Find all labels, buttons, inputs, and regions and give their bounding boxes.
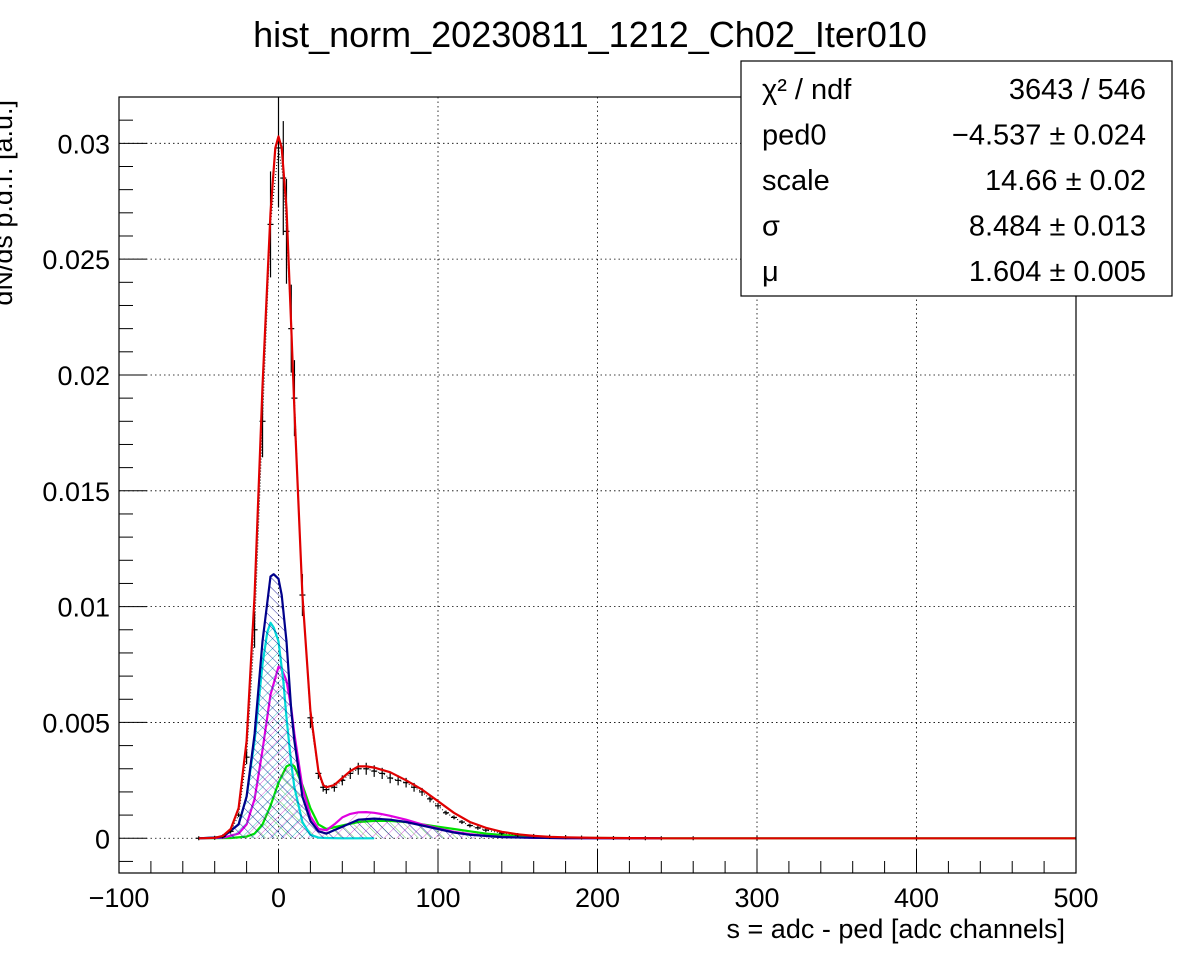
stats-value: −4.537 ± 0.024 [952,120,1146,152]
x-axis-label: s = adc - ped [adc channels] [727,914,1065,944]
stats-value: 8.484 ± 0.013 [969,211,1146,243]
series-line [198,135,1076,840]
series-2 [198,573,662,840]
x-tick-label: 500 [1053,883,1098,913]
stats-value: 14.66 ± 0.02 [985,165,1146,197]
x-tick-label: 200 [575,883,620,913]
stats-box-frame [740,60,1173,297]
component-fill [198,574,662,839]
stats-value: 3643 / 546 [1009,74,1146,106]
y-axis-label: dN/ds p.d.f. [a.u.] [0,100,18,306]
x-tick-label: 100 [415,883,460,913]
y-tick-label: 0 [95,824,110,854]
x-tick-label: 300 [734,883,779,913]
stats-label: χ² / ndf [762,74,852,106]
stats-label: ped0 [762,120,827,152]
stats-box: χ² / ndf 3643 / 546 ped0 −4.537 ± 0.024 scal… [740,60,1173,297]
axes: −100 0 100 200 300 400 500 0 0.005 0.01 0.015 0.02 0… [42,96,1099,913]
x-tick-label: −100 [89,883,150,913]
x-tick-label: 0 [271,883,286,913]
stats-label: μ [762,256,779,288]
series-line [198,573,662,840]
stats-label: scale [762,165,830,197]
stats-label: σ [762,211,780,243]
y-tick-label: 0.01 [57,593,110,623]
y-tick-label: 0.005 [42,708,110,738]
y-tick-label: 0.015 [42,477,110,507]
y-tick-label: 0.025 [42,245,110,275]
x-tick-label: 400 [894,883,939,913]
y-tick-label: 0.02 [57,361,110,391]
series-1 [198,135,1076,840]
chart-title: hist_norm_20230811_1212_Ch02_Iter010 [253,14,927,55]
y-tick-label: 0.03 [57,129,110,159]
series-layer [195,97,1076,841]
stats-value: 1.604 ± 0.005 [969,256,1146,288]
